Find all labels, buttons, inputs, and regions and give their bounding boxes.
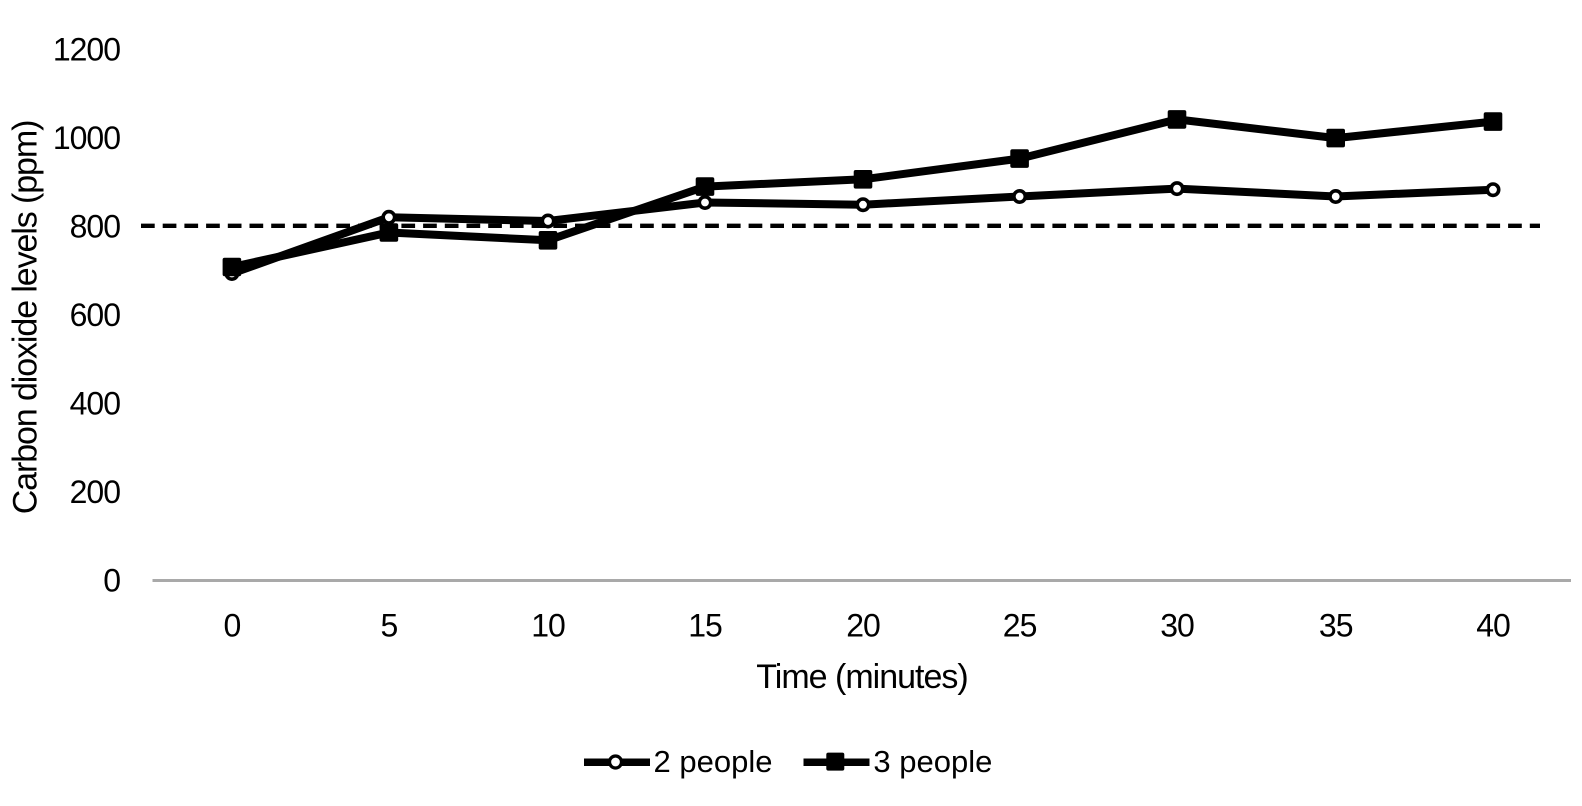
svg-text:0: 0: [103, 562, 120, 598]
svg-text:15: 15: [688, 607, 722, 643]
svg-text:600: 600: [70, 297, 121, 333]
svg-text:400: 400: [70, 385, 121, 421]
svg-text:0: 0: [224, 607, 241, 643]
svg-text:20: 20: [846, 607, 880, 643]
svg-text:1000: 1000: [53, 120, 120, 156]
svg-text:40: 40: [1476, 607, 1510, 643]
svg-text:Carbon dioxide levels (ppm): Carbon dioxide levels (ppm): [7, 121, 45, 515]
svg-text:5: 5: [381, 607, 398, 643]
svg-text:10: 10: [531, 607, 565, 643]
svg-text:800: 800: [70, 208, 121, 244]
svg-text:Time (minutes): Time (minutes): [756, 658, 967, 696]
svg-text:3 people: 3 people: [873, 744, 992, 779]
svg-text:2 people: 2 people: [654, 744, 773, 779]
svg-text:25: 25: [1003, 607, 1037, 643]
svg-text:1200: 1200: [53, 31, 120, 67]
svg-text:30: 30: [1160, 607, 1194, 643]
svg-text:35: 35: [1319, 607, 1353, 643]
svg-text:200: 200: [70, 474, 121, 510]
